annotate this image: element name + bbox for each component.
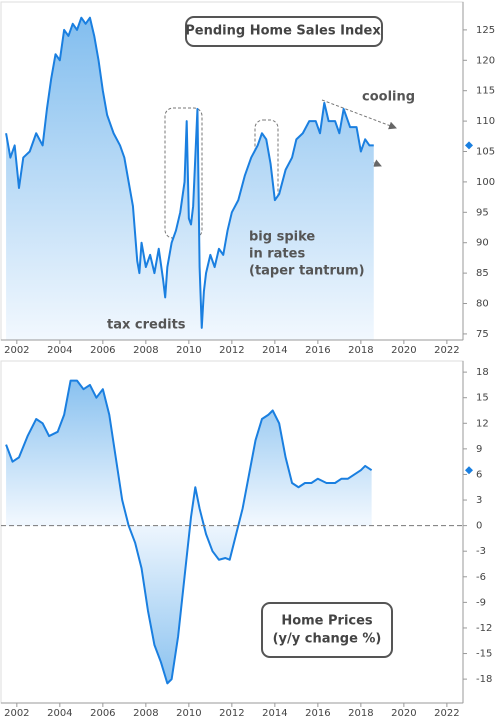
annotation: cooling: [362, 90, 415, 105]
y-tick-label: 105: [476, 147, 495, 158]
chart-title: Pending Home Sales Index: [185, 24, 381, 39]
x-tick-label: 2004: [47, 345, 72, 356]
area: [6, 17, 374, 340]
chart-title: Home Prices: [281, 614, 373, 629]
y-tick-label: 115: [476, 86, 495, 97]
annotation: tax credits: [107, 318, 186, 333]
y-tick-label: 12: [476, 418, 489, 429]
x-tick-label: 2012: [219, 708, 244, 719]
x-tick-label: 2006: [90, 345, 115, 356]
line: [5, 379, 373, 685]
x-tick-label: 2018: [348, 708, 373, 719]
y-tick-label: 125: [476, 25, 495, 36]
line: [5, 16, 374, 329]
x-tick-label: 2014: [262, 345, 287, 356]
y-tick-label: 15: [476, 393, 489, 404]
y-tick-label: 6: [476, 469, 482, 480]
x-tick-label: 2022: [434, 708, 459, 719]
x-tick-label: 2016: [305, 708, 330, 719]
y-tick-label: 85: [476, 268, 489, 279]
y-tick-label: 120: [476, 55, 495, 66]
y-tick-label: 0: [476, 521, 482, 532]
y-tick-label: -15: [476, 649, 492, 660]
y-tick-label: 80: [476, 299, 489, 310]
annotation: (taper tantrum): [249, 264, 365, 279]
y-tick-label: -18: [476, 674, 492, 685]
y-tick-label: 9: [476, 444, 482, 455]
chart-title: (y/y change %): [273, 632, 382, 647]
x-tick-label: 2012: [219, 345, 244, 356]
y-tick-label: 18: [476, 367, 489, 378]
y-tick-label: -6: [476, 572, 486, 583]
x-tick-label: 2008: [133, 708, 158, 719]
x-tick-label: 2008: [133, 345, 158, 356]
x-tick-label: 2016: [305, 345, 330, 356]
last-value-marker: [465, 141, 473, 150]
y-tick-label: 3: [476, 495, 482, 506]
x-tick-label: 2004: [47, 708, 72, 719]
x-tick-label: 2020: [391, 708, 416, 719]
x-tick-label: 2006: [90, 708, 115, 719]
x-tick-label: 2002: [4, 708, 29, 719]
x-tick-label: 2002: [4, 345, 29, 356]
x-tick-label: 2014: [262, 708, 287, 719]
y-tick-label: -9: [476, 597, 486, 608]
title-box: [185, 16, 383, 47]
y-tick-label: -3: [476, 546, 486, 557]
annotation: in rates: [249, 247, 305, 262]
x-tick-label: 2022: [434, 345, 459, 356]
y-tick-label: 110: [476, 116, 495, 127]
annotation: big spike: [249, 230, 315, 245]
title-box: [261, 602, 393, 658]
x-tick-label: 2010: [176, 345, 201, 356]
y-tick-label: 75: [476, 329, 489, 340]
x-tick-label: 2020: [391, 345, 416, 356]
x-tick-label: 2018: [348, 345, 373, 356]
x-tick-label: 2010: [176, 708, 201, 719]
y-tick-label: 95: [476, 207, 489, 218]
y-tick-label: -12: [476, 623, 492, 634]
y-tick-label: 90: [476, 238, 489, 249]
last-value-marker: [465, 466, 473, 475]
y-tick-label: 100: [476, 177, 495, 188]
